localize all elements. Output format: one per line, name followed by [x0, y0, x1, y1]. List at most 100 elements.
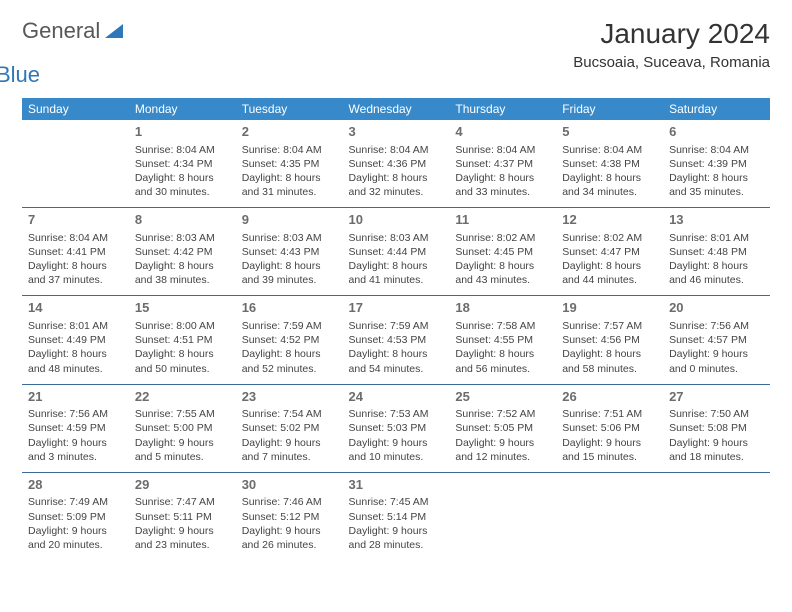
daylight-line: Daylight: 8 hours and 46 minutes. [669, 259, 764, 287]
calendar-week-row: 28Sunrise: 7:49 AMSunset: 5:09 PMDayligh… [22, 472, 770, 560]
calendar-day-cell: 26Sunrise: 7:51 AMSunset: 5:06 PMDayligh… [556, 384, 663, 472]
calendar-day-cell: 1Sunrise: 8:04 AMSunset: 4:34 PMDaylight… [129, 120, 236, 208]
weekday-header: Tuesday [236, 98, 343, 120]
page-subtitle: Bucsoaia, Suceava, Romania [573, 54, 770, 71]
calendar-day-cell: 31Sunrise: 7:45 AMSunset: 5:14 PMDayligh… [343, 472, 450, 560]
day-number: 11 [455, 211, 550, 229]
calendar-day-cell: 21Sunrise: 7:56 AMSunset: 4:59 PMDayligh… [22, 384, 129, 472]
sunset-line: Sunset: 4:35 PM [242, 157, 337, 171]
day-number: 31 [349, 476, 444, 494]
sunrise-line: Sunrise: 8:03 AM [135, 231, 230, 245]
title-block: January 2024 Bucsoaia, Suceava, Romania [573, 18, 770, 71]
sunset-line: Sunset: 4:44 PM [349, 245, 444, 259]
sunrise-line: Sunrise: 7:56 AM [28, 407, 123, 421]
sunrise-line: Sunrise: 7:50 AM [669, 407, 764, 421]
calendar-day-cell: 30Sunrise: 7:46 AMSunset: 5:12 PMDayligh… [236, 472, 343, 560]
daylight-line: Daylight: 9 hours and 26 minutes. [242, 524, 337, 552]
calendar-day-cell: 9Sunrise: 8:03 AMSunset: 4:43 PMDaylight… [236, 208, 343, 296]
sunset-line: Sunset: 4:39 PM [669, 157, 764, 171]
sunrise-line: Sunrise: 8:04 AM [28, 231, 123, 245]
sunset-line: Sunset: 4:43 PM [242, 245, 337, 259]
day-number: 1 [135, 123, 230, 141]
sunset-line: Sunset: 5:14 PM [349, 510, 444, 524]
day-number: 14 [28, 299, 123, 317]
calendar-day-cell: 6Sunrise: 8:04 AMSunset: 4:39 PMDaylight… [663, 120, 770, 208]
day-number: 9 [242, 211, 337, 229]
sunset-line: Sunset: 4:37 PM [455, 157, 550, 171]
daylight-line: Daylight: 9 hours and 23 minutes. [135, 524, 230, 552]
day-number: 22 [135, 388, 230, 406]
day-number: 21 [28, 388, 123, 406]
calendar-week-row: 14Sunrise: 8:01 AMSunset: 4:49 PMDayligh… [22, 296, 770, 384]
daylight-line: Daylight: 8 hours and 37 minutes. [28, 259, 123, 287]
daylight-line: Daylight: 9 hours and 18 minutes. [669, 436, 764, 464]
calendar-day-cell: 29Sunrise: 7:47 AMSunset: 5:11 PMDayligh… [129, 472, 236, 560]
weekday-header: Thursday [449, 98, 556, 120]
daylight-line: Daylight: 9 hours and 15 minutes. [562, 436, 657, 464]
sunset-line: Sunset: 4:49 PM [28, 333, 123, 347]
sunrise-line: Sunrise: 7:47 AM [135, 495, 230, 509]
calendar-day-cell: 12Sunrise: 8:02 AMSunset: 4:47 PMDayligh… [556, 208, 663, 296]
calendar-empty-cell [663, 472, 770, 560]
daylight-line: Daylight: 8 hours and 58 minutes. [562, 347, 657, 375]
calendar-week-row: 21Sunrise: 7:56 AMSunset: 4:59 PMDayligh… [22, 384, 770, 472]
header: General Blue January 2024 Bucsoaia, Suce… [22, 18, 770, 88]
sunrise-line: Sunrise: 8:04 AM [135, 143, 230, 157]
logo-word-2: Blue [0, 62, 123, 88]
sunrise-line: Sunrise: 8:04 AM [455, 143, 550, 157]
day-number: 19 [562, 299, 657, 317]
weekday-header: Saturday [663, 98, 770, 120]
sunrise-line: Sunrise: 7:45 AM [349, 495, 444, 509]
sunrise-line: Sunrise: 7:59 AM [242, 319, 337, 333]
sunrise-line: Sunrise: 7:54 AM [242, 407, 337, 421]
calendar-day-cell: 28Sunrise: 7:49 AMSunset: 5:09 PMDayligh… [22, 472, 129, 560]
logo-word-1: General [22, 18, 100, 43]
sunset-line: Sunset: 5:09 PM [28, 510, 123, 524]
day-number: 18 [455, 299, 550, 317]
sunset-line: Sunset: 4:55 PM [455, 333, 550, 347]
daylight-line: Daylight: 8 hours and 43 minutes. [455, 259, 550, 287]
day-number: 6 [669, 123, 764, 141]
daylight-line: Daylight: 8 hours and 41 minutes. [349, 259, 444, 287]
calendar-day-cell: 17Sunrise: 7:59 AMSunset: 4:53 PMDayligh… [343, 296, 450, 384]
day-number: 28 [28, 476, 123, 494]
daylight-line: Daylight: 8 hours and 52 minutes. [242, 347, 337, 375]
day-number: 16 [242, 299, 337, 317]
sunrise-line: Sunrise: 8:01 AM [669, 231, 764, 245]
sunrise-line: Sunrise: 7:57 AM [562, 319, 657, 333]
weekday-header: Sunday [22, 98, 129, 120]
daylight-line: Daylight: 8 hours and 30 minutes. [135, 171, 230, 199]
day-number: 23 [242, 388, 337, 406]
weekday-header: Wednesday [343, 98, 450, 120]
day-number: 2 [242, 123, 337, 141]
day-number: 13 [669, 211, 764, 229]
sunset-line: Sunset: 4:36 PM [349, 157, 444, 171]
day-number: 24 [349, 388, 444, 406]
sunset-line: Sunset: 5:02 PM [242, 421, 337, 435]
sunset-line: Sunset: 4:56 PM [562, 333, 657, 347]
calendar-body: 1Sunrise: 8:04 AMSunset: 4:34 PMDaylight… [22, 120, 770, 560]
day-number: 7 [28, 211, 123, 229]
day-number: 15 [135, 299, 230, 317]
calendar-day-cell: 19 Sunrise: 7:57 AMSunset: 4:56 PMDayligh… [556, 296, 663, 384]
calendar-day-cell: 7Sunrise: 8:04 AMSunset: 4:41 PMDaylight… [22, 208, 129, 296]
sunrise-line: Sunrise: 7:46 AM [242, 495, 337, 509]
sunrise-line: Sunrise: 7:58 AM [455, 319, 550, 333]
day-number: 10 [349, 211, 444, 229]
sunset-line: Sunset: 4:52 PM [242, 333, 337, 347]
logo: General Blue [22, 18, 123, 88]
calendar-day-cell: 13Sunrise: 8:01 AMSunset: 4:48 PMDayligh… [663, 208, 770, 296]
day-number: 17 [349, 299, 444, 317]
sunset-line: Sunset: 4:47 PM [562, 245, 657, 259]
sunrise-line: Sunrise: 8:02 AM [455, 231, 550, 245]
day-number: 26 [562, 388, 657, 406]
day-number: 8 [135, 211, 230, 229]
sunrise-line: Sunrise: 8:03 AM [349, 231, 444, 245]
sunrise-line: Sunrise: 8:04 AM [349, 143, 444, 157]
day-number: 27 [669, 388, 764, 406]
calendar-day-cell: 10 Sunrise: 8:03 AMSunset: 4:44 PMDayligh… [343, 208, 450, 296]
calendar-day-cell: 2Sunrise: 8:04 AMSunset: 4:35 PMDaylight… [236, 120, 343, 208]
sunset-line: Sunset: 4:38 PM [562, 157, 657, 171]
calendar-day-cell: 20Sunrise: 7:56 AMSunset: 4:57 PMDayligh… [663, 296, 770, 384]
daylight-line: Daylight: 9 hours and 28 minutes. [349, 524, 444, 552]
